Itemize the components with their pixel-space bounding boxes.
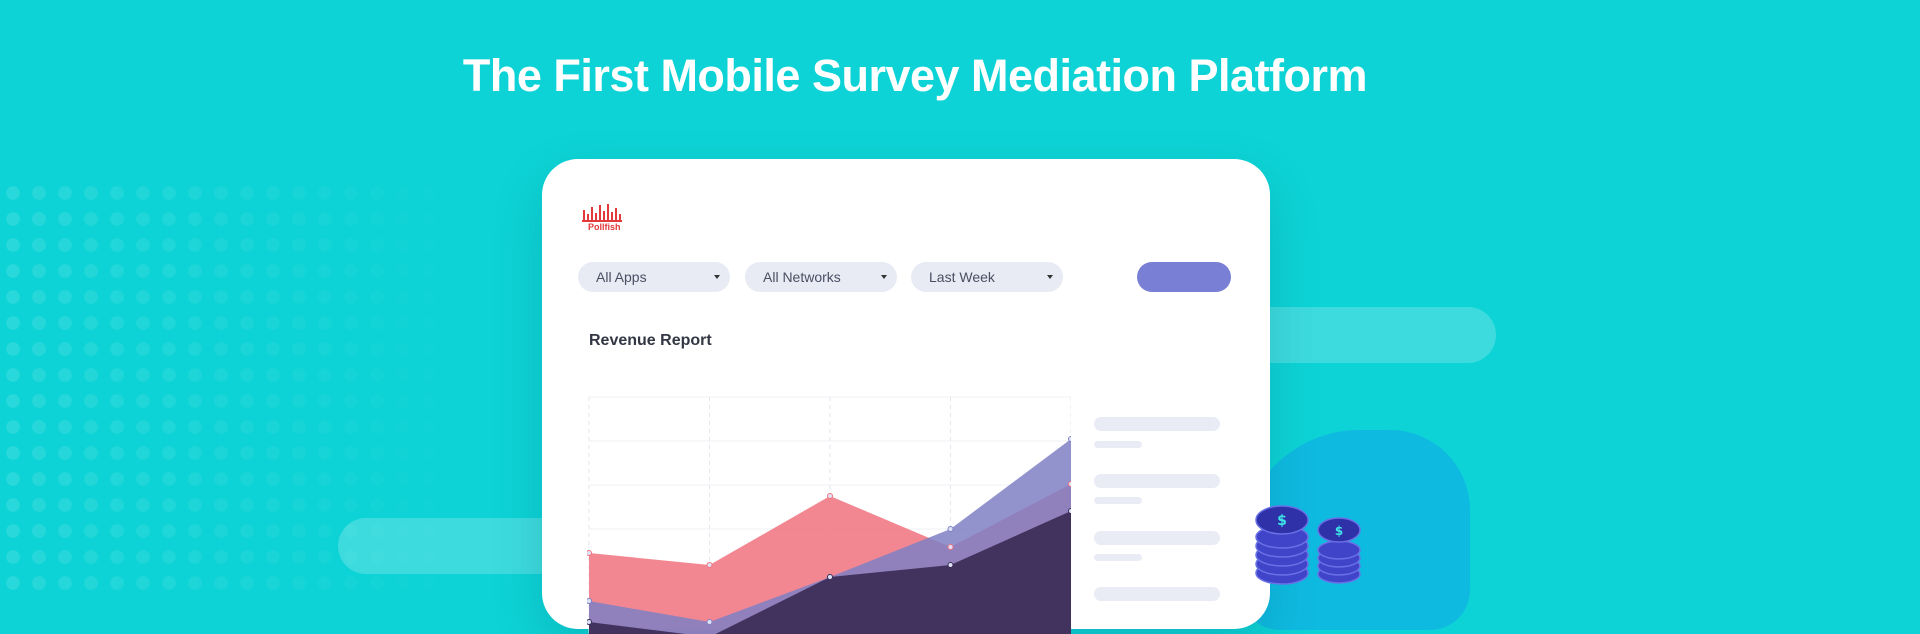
coin-stack-icon: $ [1317, 517, 1361, 584]
data-point [827, 574, 833, 580]
caret-down-icon [881, 275, 887, 279]
legend-sub-bar [1094, 497, 1142, 504]
data-point [706, 562, 713, 568]
report-title: Revenue Report [589, 332, 712, 349]
period-filter-label: Last Week [929, 269, 995, 285]
caret-down-icon [714, 275, 720, 279]
dashboard-card: Pollfish All Apps All Networks Last Week… [542, 159, 1270, 634]
networks-filter-select[interactable]: All Networks [745, 262, 897, 292]
apply-button[interactable] [1137, 262, 1231, 292]
legend-sub-bar [1094, 441, 1142, 448]
data-point [1068, 436, 1071, 442]
page-headline: The First Mobile Survey Mediation Platfo… [462, 50, 1368, 101]
data-point [1068, 481, 1071, 487]
coin-stack-icon: $ [1255, 505, 1309, 585]
dot-pattern [0, 180, 480, 602]
data-point [587, 550, 592, 556]
apps-filter-select[interactable]: All Apps [578, 262, 730, 292]
data-point [827, 493, 833, 499]
brand-name: Pollfish [588, 222, 621, 232]
decorative-pill [1240, 307, 1496, 363]
decorative-pill [338, 518, 568, 574]
period-filter-select[interactable]: Last Week [911, 262, 1063, 292]
data-point [947, 526, 954, 532]
data-point [587, 598, 592, 604]
caret-down-icon [1047, 275, 1053, 279]
data-point [947, 562, 954, 568]
data-point [1068, 508, 1071, 514]
data-point [587, 619, 592, 625]
data-point [947, 544, 954, 550]
legend-bar [1094, 417, 1220, 431]
data-point [706, 619, 713, 625]
svg-text:$: $ [1335, 524, 1343, 538]
legend-bar [1094, 474, 1220, 488]
svg-text:$: $ [1277, 513, 1287, 529]
networks-filter-label: All Networks [763, 269, 841, 285]
legend-bar [1094, 587, 1220, 601]
legend-bar [1094, 531, 1220, 545]
pollfish-logo-icon [582, 204, 622, 222]
revenue-area-chart [587, 396, 1071, 634]
apps-filter-label: All Apps [596, 269, 647, 285]
legend-sub-bar [1094, 554, 1142, 561]
